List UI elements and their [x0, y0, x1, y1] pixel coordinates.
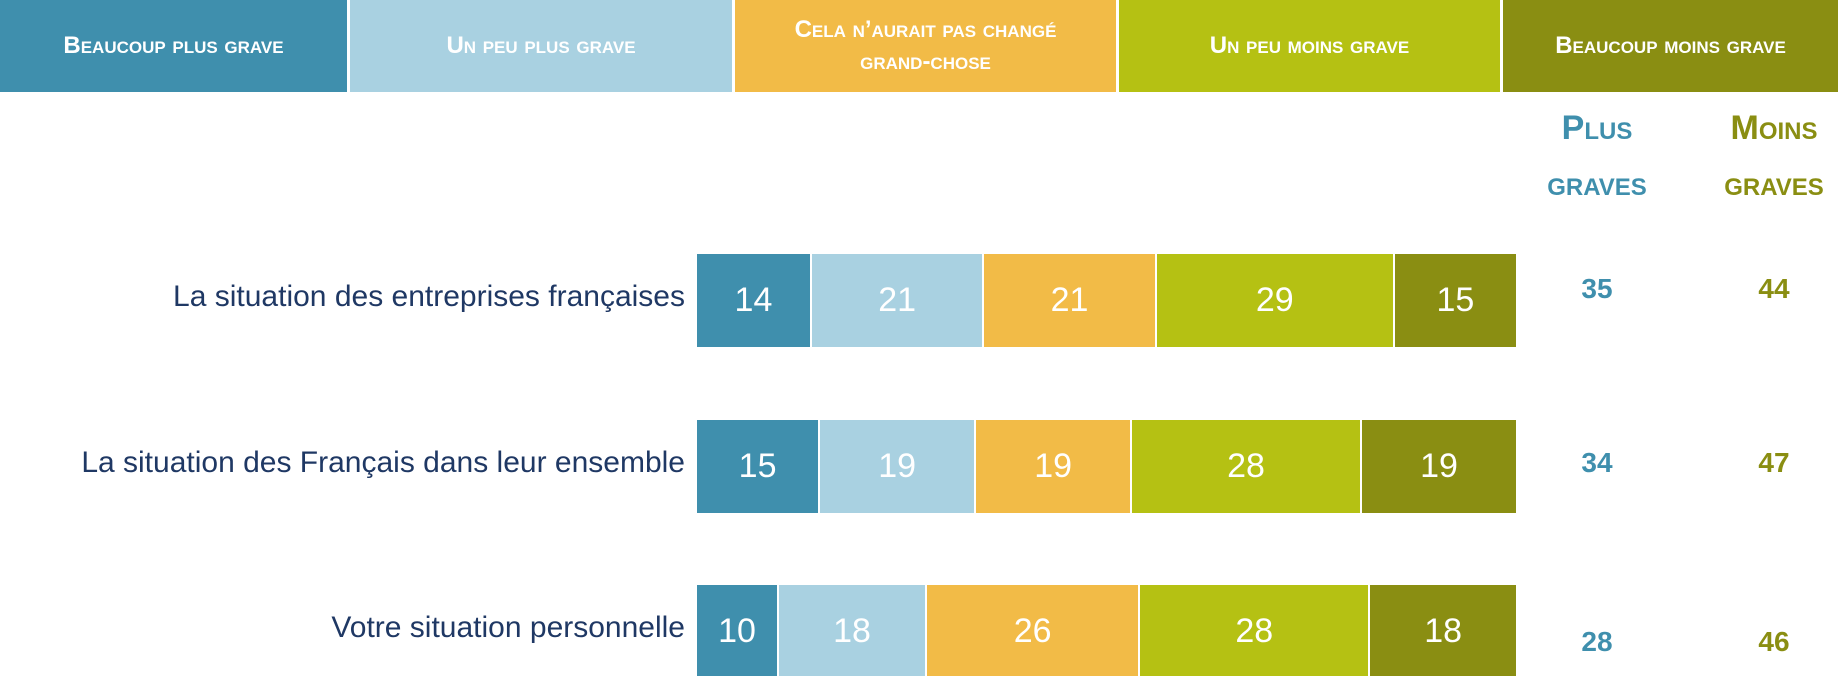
- bar-segment: 21: [811, 253, 985, 347]
- value-label: 14: [734, 280, 773, 319]
- bar-segment: 21: [984, 253, 1157, 347]
- value-label: 19: [1420, 446, 1458, 485]
- legend-item: Un peu plus grave: [350, 0, 732, 92]
- legend-item: Cela n’aurait pas changé grand-chose: [735, 0, 1116, 92]
- legend-item: Un peu moins grave: [1119, 0, 1500, 92]
- bar-segment: 15: [1394, 253, 1518, 347]
- value-label: 15: [1436, 280, 1475, 319]
- bar-segment: 19: [976, 419, 1133, 513]
- summary-value: 35: [1581, 273, 1613, 304]
- summary-value: 46: [1758, 626, 1790, 657]
- bar-segment: 28: [1132, 419, 1362, 513]
- value-label: 15: [738, 446, 777, 485]
- bar-segment: 29: [1156, 253, 1395, 347]
- value-label: 21: [1050, 280, 1089, 319]
- summary-value: 44: [1758, 273, 1790, 304]
- legend-item: Beaucoup plus grave: [0, 0, 347, 92]
- value-label: 18: [1424, 611, 1463, 650]
- bar-segment: 28: [1140, 584, 1371, 676]
- value-label: 21: [878, 280, 917, 319]
- value-label: 29: [1255, 280, 1294, 319]
- bar-segment: 15: [697, 419, 821, 513]
- summary-value: 47: [1758, 447, 1790, 478]
- bar-segment: 14: [697, 253, 812, 347]
- bar-segment: 19: [820, 419, 977, 513]
- value-label: 28: [1227, 446, 1265, 485]
- bar-segment: 26: [926, 584, 1141, 676]
- value-label: 19: [1034, 446, 1073, 485]
- summary-header: Moins graves: [1724, 109, 1824, 203]
- value-label: 10: [718, 611, 756, 650]
- summary-value: 28: [1581, 626, 1613, 657]
- legend-item: Beaucoup moins grave: [1503, 0, 1838, 92]
- value-label: 18: [833, 611, 871, 650]
- value-label: 19: [878, 446, 917, 485]
- bar-segment: 10: [697, 584, 780, 676]
- category-label: Votre situation personnelle: [331, 611, 685, 644]
- category-label: La situation des entreprises françaises: [173, 280, 685, 313]
- bar-segment: 18: [1370, 584, 1518, 676]
- summary-value: 34: [1581, 447, 1613, 478]
- bar-segment: 18: [779, 584, 927, 676]
- category-label: La situation des Français dans leur ense…: [81, 446, 685, 479]
- value-label: 28: [1235, 611, 1274, 650]
- summary-header: Plus graves: [1547, 109, 1647, 203]
- bar-segment: 19: [1362, 419, 1518, 513]
- value-label: 26: [1013, 611, 1052, 650]
